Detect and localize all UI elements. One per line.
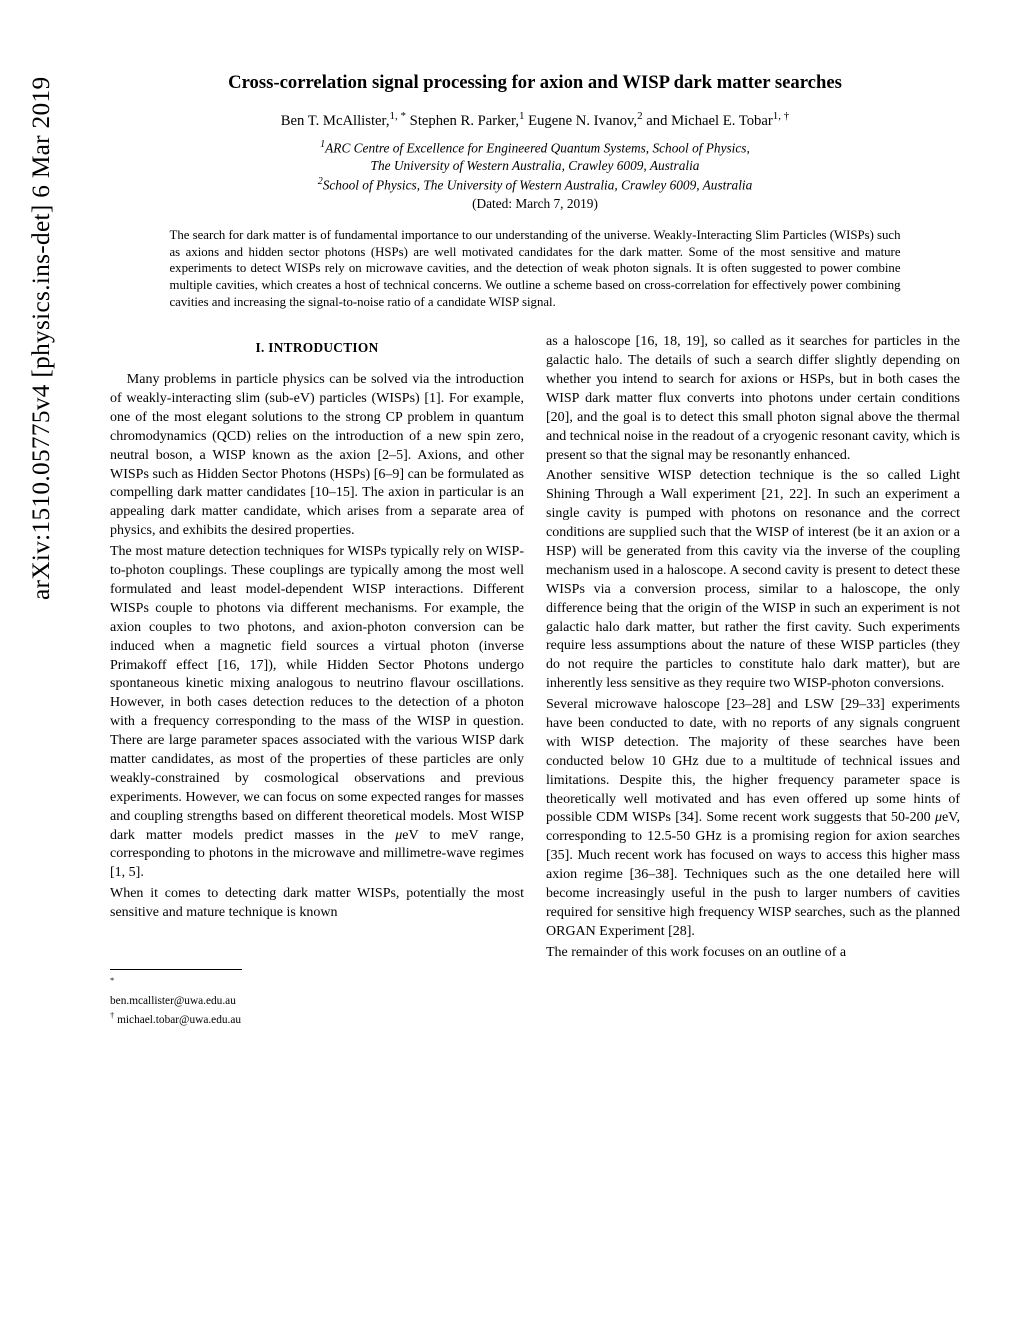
paragraph: When it comes to detecting dark matter W…	[110, 885, 524, 923]
affiliation-1-line2: The University of Western Australia, Cra…	[110, 157, 960, 175]
paragraph: Another sensitive WISP detection techniq…	[546, 467, 960, 694]
paragraph: The remainder of this work focuses on an…	[546, 944, 960, 963]
paper-title: Cross-correlation signal processing for …	[110, 70, 960, 95]
affiliation-2: 2School of Physics, The University of We…	[110, 175, 960, 194]
paragraph: as a haloscope [16, 18, 19], so called a…	[546, 333, 960, 465]
abstract: The search for dark matter is of fundame…	[170, 227, 901, 311]
arxiv-stamp: arXiv:1510.05775v4 [physics.ins-det] 6 M…	[24, 77, 58, 600]
footnote-email-2: † michael.tobar@uwa.edu.au	[110, 1010, 242, 1029]
paragraph: Several microwave haloscope [23–28] and …	[546, 696, 960, 942]
authors-line: Ben T. McAllister,1, * Stephen R. Parker…	[110, 109, 960, 132]
footnote-email-1: * ben.mcallister@uwa.edu.au	[110, 975, 242, 1009]
paragraph: The most mature detection techniques for…	[110, 543, 524, 883]
section-1-heading: I. INTRODUCTION	[110, 339, 524, 357]
affiliation-1-line1: 1ARC Centre of Excellence for Engineered…	[110, 138, 960, 157]
footnotes: * ben.mcallister@uwa.edu.au † michael.to…	[110, 969, 242, 1029]
body-columns: I. INTRODUCTION Many problems in particl…	[110, 333, 960, 1030]
dated-line: (Dated: March 7, 2019)	[110, 195, 960, 213]
page: arXiv:1510.05775v4 [physics.ins-det] 6 M…	[0, 0, 1020, 1080]
paragraph: Many problems in particle physics can be…	[110, 371, 524, 541]
